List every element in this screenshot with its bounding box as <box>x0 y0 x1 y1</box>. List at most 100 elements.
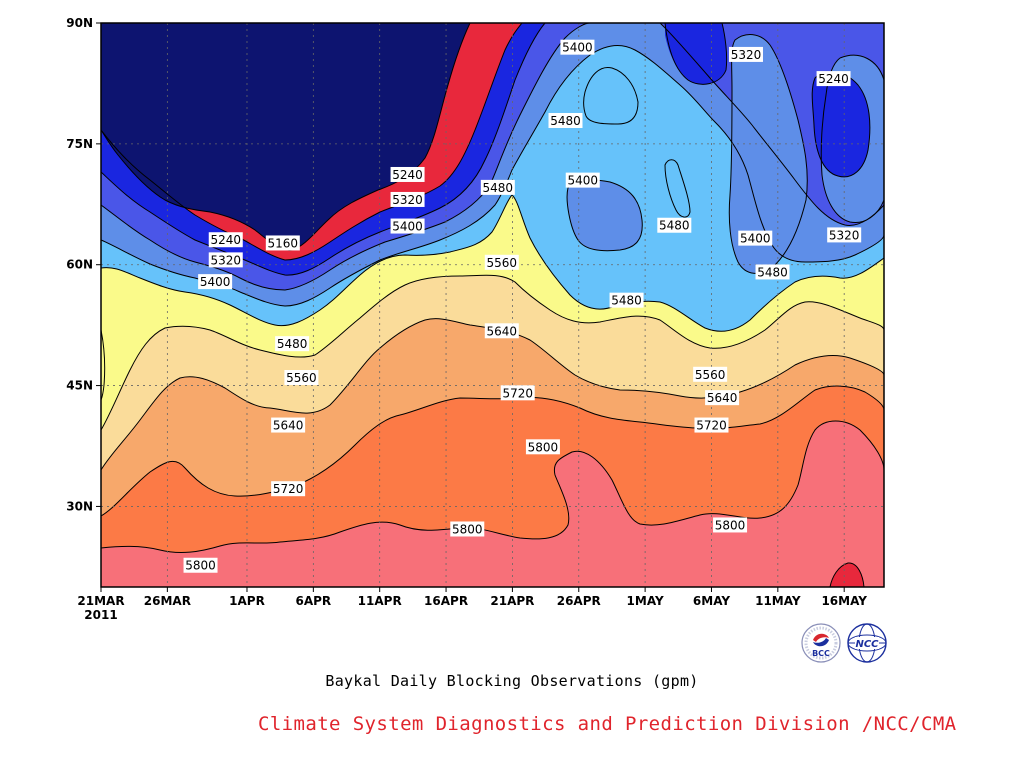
x-tick-year: 2011 <box>84 608 117 622</box>
contour-label: 5480 <box>757 265 788 279</box>
x-tick-label: 21APR <box>490 594 534 608</box>
contour-label-box <box>390 166 425 182</box>
ncc-logo-text: NCC <box>855 639 879 650</box>
contour-label: 5640 <box>487 324 518 338</box>
x-tick-label: 16MAY <box>821 594 867 608</box>
contour-band-5800-5880 <box>101 421 884 587</box>
y-tick-label: 90N <box>66 16 93 30</box>
contour-label: 5400 <box>200 275 231 289</box>
x-tick-label: 11APR <box>358 594 402 608</box>
y-tick-label: 45N <box>66 379 93 393</box>
contour-band-5400-5480 <box>101 45 884 332</box>
contour-label-box <box>271 481 306 497</box>
contour-label: 5720 <box>502 386 533 400</box>
contour-label: 5400 <box>567 174 598 188</box>
contour-label-box <box>208 232 243 248</box>
contour-label-box <box>755 264 790 280</box>
contour-label: 5800 <box>528 440 559 454</box>
contour-label: 5480 <box>659 219 690 233</box>
contour-label-box <box>484 323 519 339</box>
contour-label-box <box>609 292 644 308</box>
contour-label-box <box>271 417 306 433</box>
contour-label: 5480 <box>611 294 642 308</box>
contour-label: 5480 <box>483 181 514 195</box>
contour-label-box <box>183 557 218 573</box>
y-axis: 30N 45N 60N 75N 90N <box>66 16 101 513</box>
y-tick-label: 75N <box>66 137 93 151</box>
contour-band-gt5880-cell <box>830 562 864 587</box>
contour-band-lt5160 <box>101 23 470 251</box>
contour-label: 5720 <box>696 419 727 433</box>
contour-label: 5320 <box>210 253 241 267</box>
grid-lines <box>101 23 884 587</box>
contour-label: 5400 <box>392 220 423 234</box>
contour-label-box <box>500 385 535 401</box>
contour-label-box <box>265 235 300 251</box>
x-tick-label: 6MAY <box>693 594 730 608</box>
ncc-logo: NCC <box>847 623 887 663</box>
contour-label: 5560 <box>695 368 726 382</box>
bcc-logo: BCC <box>801 623 841 663</box>
contour-label-box <box>450 521 485 537</box>
contour-label-box <box>198 274 233 290</box>
contour-label-box <box>484 254 519 270</box>
contour-band-5640-5720 <box>101 318 884 516</box>
contour-label: 5800 <box>452 522 483 536</box>
contour-label: 5480 <box>277 337 308 351</box>
chart-caption: Baykal Daily Blocking Observations (gpm) <box>325 672 699 690</box>
contour-label-box <box>480 179 515 195</box>
x-tick-label: 11MAY <box>755 594 801 608</box>
contour-label-box <box>208 252 243 268</box>
contour-label-box <box>827 227 862 243</box>
contour-label: 5720 <box>273 482 304 496</box>
contour-label-box <box>705 390 740 406</box>
x-tick-label: 1APR <box>229 594 265 608</box>
x-tick-label: 16APR <box>424 594 468 608</box>
y-tick-label: 30N <box>66 499 93 513</box>
contour-band-5240-5320 <box>101 23 590 290</box>
contour-label: 5400 <box>562 41 593 55</box>
x-tick-label: 1MAY <box>627 594 664 608</box>
contour-label-box <box>565 172 600 188</box>
contour-band-5160-5240-east <box>812 71 870 177</box>
contour-label-box <box>738 230 773 246</box>
contour-label-box <box>713 517 748 533</box>
contour-band-5160-5240-northeast <box>665 23 727 85</box>
contour-band-5320-5400-island <box>567 180 643 251</box>
contour-label-box <box>693 366 728 382</box>
contour-label-box <box>390 218 425 234</box>
contour-labels: 5400 5320 5240 5480 5240 5400 5480 5320 5400 5480… <box>183 39 862 573</box>
contour-label: 5240 <box>392 168 423 182</box>
contour-label: 5320 <box>731 48 762 62</box>
contour-label: 5320 <box>829 228 860 242</box>
contour-label: 5560 <box>286 371 317 385</box>
y-tick-label: 60N <box>66 258 93 272</box>
x-tick-label: 21MAR <box>77 594 124 608</box>
contour-label: 5480 <box>550 114 581 128</box>
contour-label-box <box>694 417 729 433</box>
contour-label: 5160 <box>268 236 299 250</box>
plot-frame <box>100 22 885 588</box>
contour-band-5320-5400-east-lobe <box>729 34 808 274</box>
contour-label-box <box>548 112 583 128</box>
contour-band-5560-5640 <box>101 275 884 470</box>
contour-label-box <box>657 217 692 233</box>
contour-label: 5240 <box>818 72 849 86</box>
contour-label-box <box>560 39 595 55</box>
contour-label: 5400 <box>740 232 771 246</box>
contour-label: 5800 <box>185 559 216 573</box>
contour-label-box <box>275 336 310 352</box>
x-tick-label: 6APR <box>296 594 332 608</box>
contour-label-box <box>816 71 851 87</box>
x-tick-label: 26MAR <box>144 594 191 608</box>
contour-label: 5240 <box>210 233 241 247</box>
contour-band-5480-5560 <box>101 195 884 430</box>
contour-label-box <box>728 46 763 62</box>
bcc-logo-text: BCC <box>812 649 830 658</box>
contour-label: 5640 <box>707 391 738 405</box>
plot-area <box>101 23 884 587</box>
contour-label-box <box>525 439 560 455</box>
contour-label: 5320 <box>392 193 423 207</box>
